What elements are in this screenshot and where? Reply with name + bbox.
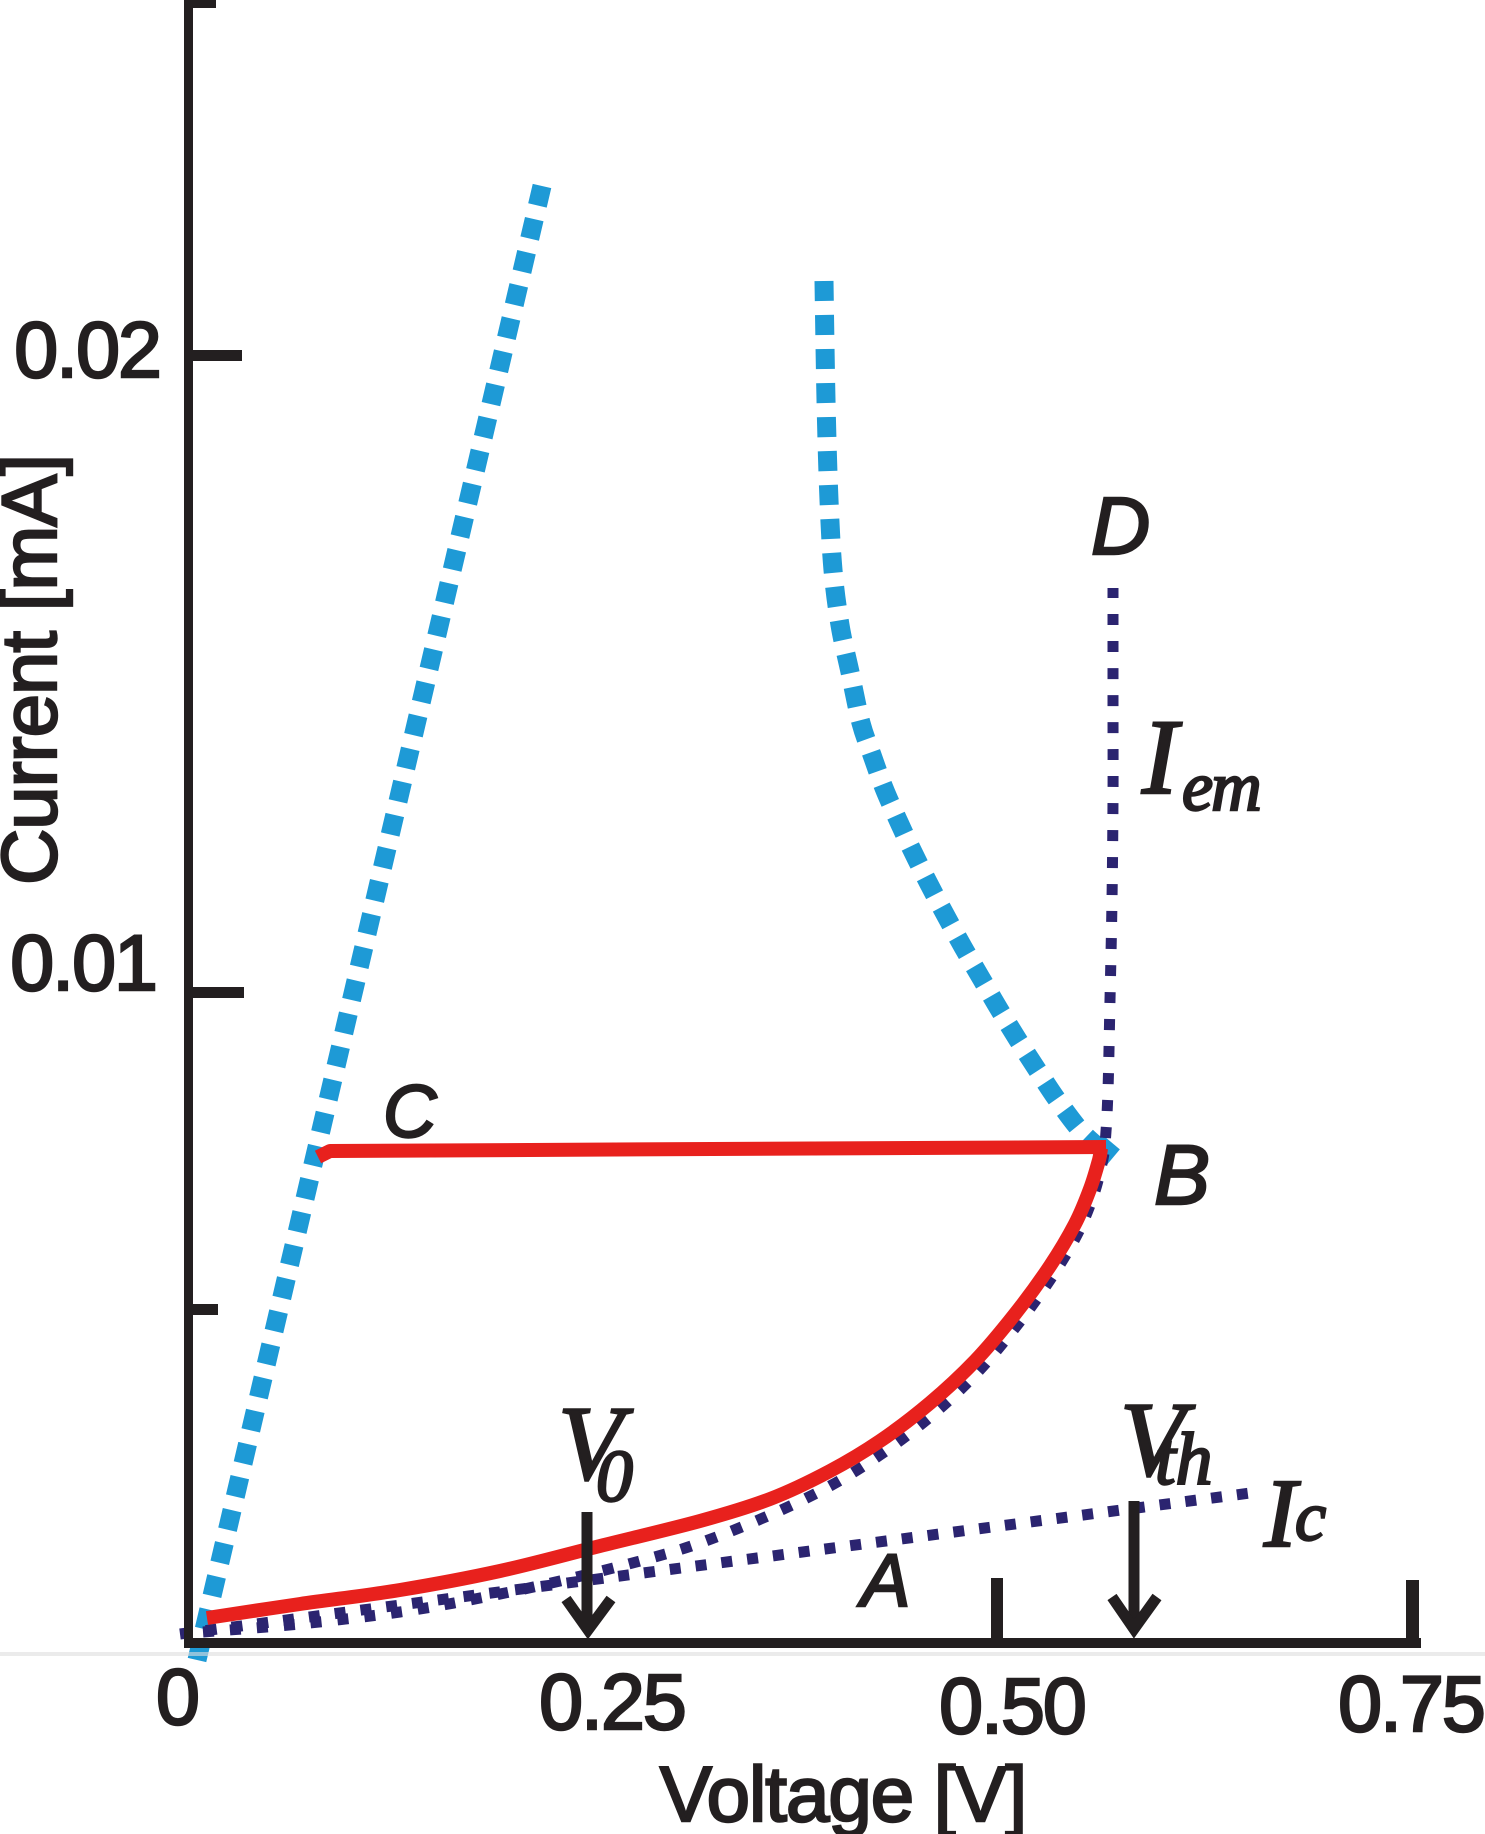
svg-text:c: c: [1295, 1479, 1326, 1556]
svg-text:0.50: 0.50: [939, 1661, 1085, 1750]
svg-text:I: I: [1141, 699, 1182, 817]
svg-text:C: C: [383, 1070, 437, 1153]
svg-text:0.25: 0.25: [539, 1657, 685, 1746]
svg-text:A: A: [857, 1539, 910, 1622]
svg-text:Current [mA]: Current [mA]: [0, 455, 73, 885]
svg-text:I: I: [1263, 1460, 1301, 1568]
svg-text:0.02: 0.02: [14, 305, 160, 394]
svg-text:em: em: [1182, 749, 1260, 826]
svg-text:Voltage [V]: Voltage [V]: [660, 1750, 1026, 1834]
svg-text:V: V: [558, 1385, 633, 1502]
svg-text:0.75: 0.75: [1338, 1659, 1484, 1748]
svg-text:0.01: 0.01: [10, 918, 156, 1007]
svg-text:D: D: [1091, 481, 1150, 572]
svg-text:B: B: [1154, 1128, 1210, 1222]
svg-text:th: th: [1155, 1419, 1213, 1501]
svg-text:0: 0: [596, 1436, 633, 1518]
svg-text:0: 0: [156, 1652, 198, 1741]
svg-text:V: V: [1120, 1381, 1195, 1498]
